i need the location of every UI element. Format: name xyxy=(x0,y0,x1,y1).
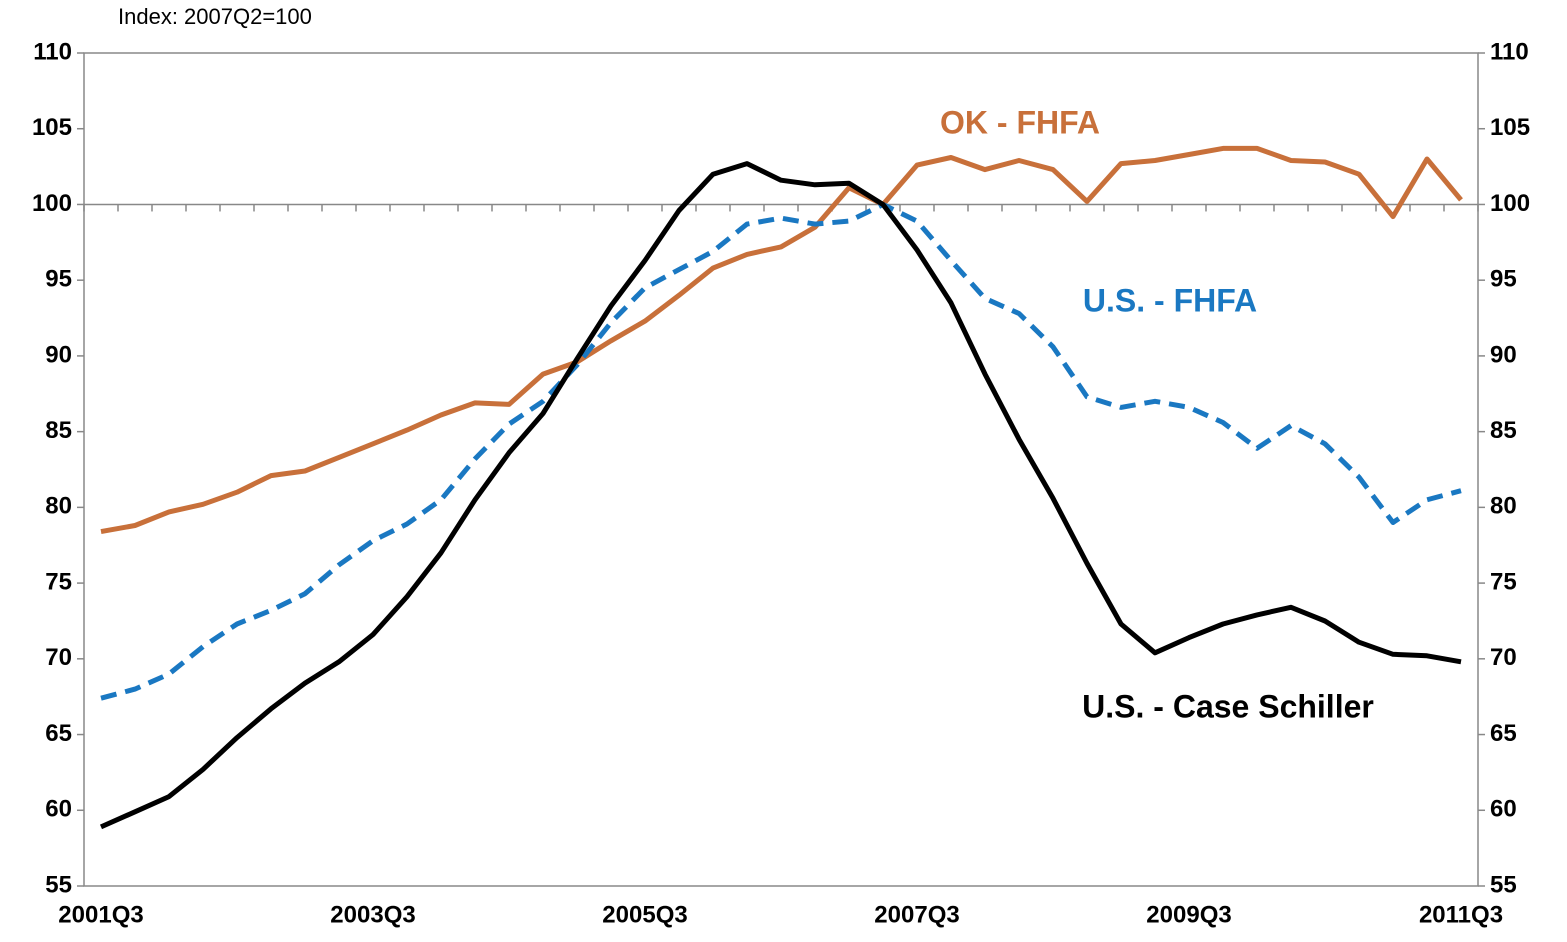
y2-tick-label: 80 xyxy=(1490,493,1517,520)
series-label: U.S. - FHFA xyxy=(1083,282,1257,318)
y2-tick-label: 105 xyxy=(1490,114,1530,141)
series-label: U.S. - Case Schiller xyxy=(1082,688,1374,724)
y2-tick-label: 75 xyxy=(1490,568,1517,595)
series-line xyxy=(99,161,1462,830)
y-tick-label: 75 xyxy=(45,568,72,595)
x-tick-label: 2009Q3 xyxy=(1146,901,1231,928)
y-tick-label: 55 xyxy=(45,871,72,898)
y2-tick-label: 60 xyxy=(1490,796,1517,823)
y-tick-label: 60 xyxy=(45,796,72,823)
y-tick-label: 90 xyxy=(45,341,72,368)
y2-tick-label: 95 xyxy=(1490,266,1517,293)
y2-tick-label: 85 xyxy=(1490,417,1517,444)
y-tick-label: 95 xyxy=(45,266,72,293)
y2-tick-label: 65 xyxy=(1490,720,1517,747)
y-tick-label: 105 xyxy=(32,114,72,141)
series-line xyxy=(100,202,1462,701)
y-tick-label: 80 xyxy=(45,493,72,520)
y2-tick-label: 100 xyxy=(1490,190,1530,217)
x-tick-label: 2005Q3 xyxy=(602,901,687,928)
x-tick-label: 2003Q3 xyxy=(330,901,415,928)
y2-tick-label: 90 xyxy=(1490,341,1517,368)
y2-tick-label: 55 xyxy=(1490,871,1517,898)
x-tick-label: 2011Q3 xyxy=(1419,901,1503,928)
subtitle: Index: 2007Q2=100 xyxy=(118,4,312,29)
x-tick-label: 2001Q3 xyxy=(58,901,143,928)
series-label: OK - FHFA xyxy=(940,104,1100,140)
plot-frame xyxy=(83,52,1479,887)
x-tick-label: 2007Q3 xyxy=(874,901,959,928)
y2-tick-label: 110 xyxy=(1490,38,1529,65)
y2-tick-label: 70 xyxy=(1490,644,1517,671)
y-tick-label: 65 xyxy=(45,720,72,747)
series-line xyxy=(100,145,1463,535)
y-tick-label: 70 xyxy=(45,644,72,671)
y-tick-label: 110 xyxy=(33,38,72,65)
y-tick-label: 100 xyxy=(32,190,72,217)
y-tick-label: 85 xyxy=(45,417,72,444)
